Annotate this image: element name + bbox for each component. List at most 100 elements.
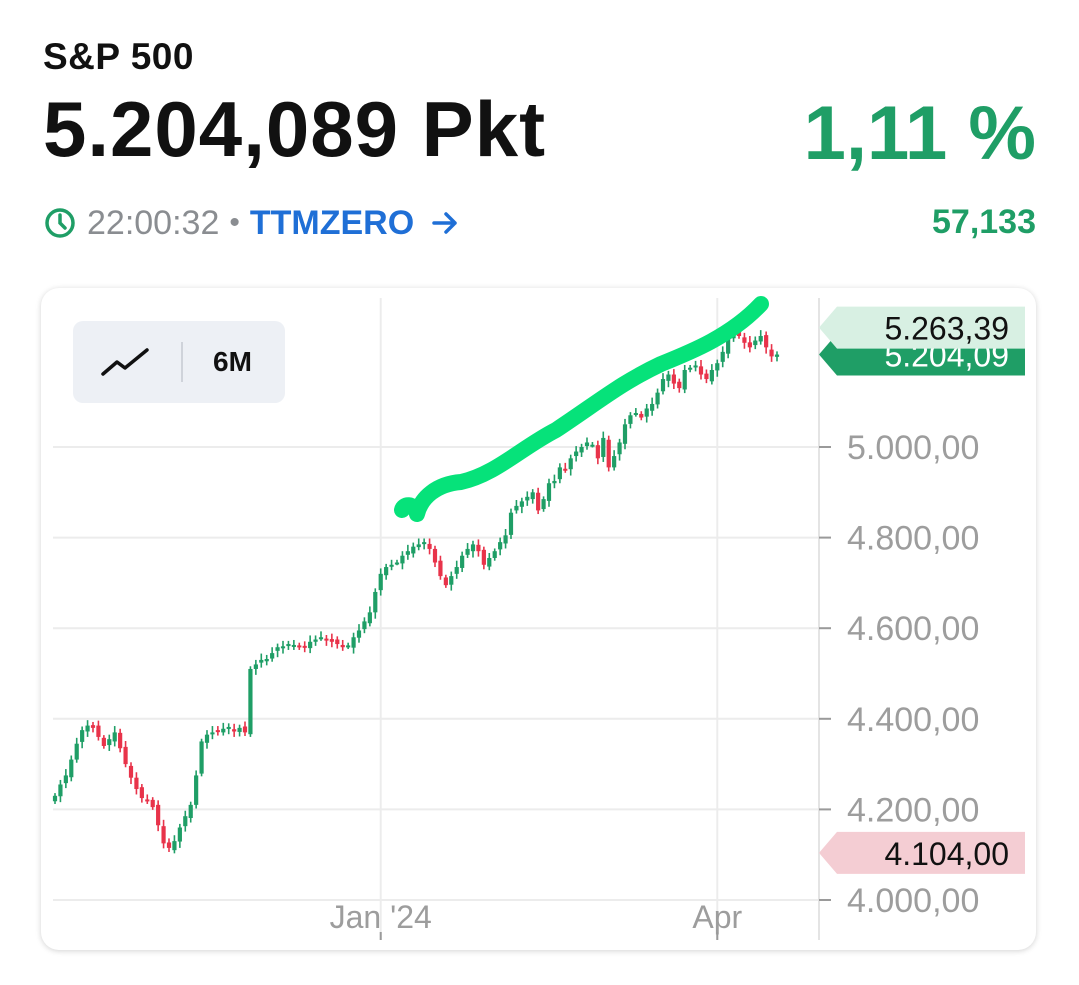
source-link[interactable]: TTMZERO — [250, 204, 460, 243]
candle-body — [226, 726, 231, 729]
candle-body — [465, 548, 470, 555]
candle-body — [503, 535, 508, 544]
candle-body — [753, 340, 758, 346]
candle-body — [476, 544, 481, 552]
candle-body — [579, 447, 584, 453]
candle-body — [394, 562, 400, 565]
candle-body — [351, 637, 356, 648]
x-tick-label: Apr — [692, 899, 742, 935]
candle-body — [134, 777, 139, 790]
candle-body — [715, 363, 720, 371]
candle-body — [63, 775, 68, 784]
candle-body — [356, 630, 362, 638]
candle-body — [280, 646, 286, 649]
candle-body — [313, 639, 318, 642]
clock-icon — [45, 208, 75, 238]
candle-body — [85, 725, 90, 732]
candle-body — [736, 331, 742, 337]
quote-time: 22:00:32 — [87, 203, 220, 242]
candle-body — [698, 366, 704, 375]
candle-body — [508, 512, 514, 535]
candle-body — [454, 567, 459, 574]
candle-body — [443, 577, 448, 586]
candle-body — [308, 641, 313, 649]
line-chart-icon[interactable] — [101, 342, 151, 382]
candle-body — [367, 612, 372, 624]
candle-body — [297, 645, 302, 648]
candle-body — [758, 336, 763, 342]
candle-body — [655, 392, 660, 405]
y-tick-label: 4.600,00 — [847, 610, 979, 648]
toolbar-divider — [181, 342, 183, 382]
candle-body — [487, 557, 492, 567]
candle-body — [259, 659, 264, 663]
candle-body — [373, 591, 378, 613]
candle-body — [118, 732, 123, 749]
candle-body — [720, 351, 725, 362]
candle-body — [601, 437, 606, 457]
candle-body — [378, 573, 383, 591]
candle-body — [161, 826, 166, 844]
candle-body — [449, 576, 454, 585]
candle-body — [400, 555, 405, 564]
highlight-stroke — [394, 296, 769, 522]
candle-body — [552, 480, 557, 484]
change-absolute: 57,133 — [932, 203, 1036, 241]
candle-body — [612, 456, 617, 468]
candle-body — [606, 439, 611, 468]
chart-card[interactable]: 4.000,00 4.200,00 4.400,00 4.600,00 4.800,00… — [41, 288, 1036, 950]
candle-body — [177, 827, 182, 842]
candle-body — [774, 354, 780, 357]
price-marker-label: 4.104,00 — [884, 836, 1009, 872]
candle-body — [166, 842, 172, 848]
candle-body — [270, 653, 275, 659]
candle-body — [519, 501, 524, 507]
candle-body — [248, 668, 253, 735]
candle-body — [568, 458, 573, 470]
candle-body — [726, 338, 731, 354]
source-label: TTMZERO — [249, 203, 415, 242]
candle-body — [340, 644, 345, 648]
change-percent: 1,11 % — [803, 91, 1036, 176]
candle-body — [210, 732, 215, 735]
candle-body — [574, 451, 579, 457]
candle-body — [530, 492, 535, 500]
candle-body — [769, 349, 774, 357]
candle-body — [346, 645, 351, 648]
candle-body — [58, 784, 63, 797]
candle-body — [242, 726, 248, 733]
candle-body — [156, 804, 161, 826]
candle-body — [492, 551, 497, 558]
price-chart[interactable]: 4.000,00 4.200,00 4.400,00 4.600,00 4.800,00… — [41, 288, 1036, 950]
chart-toolbar: 6M — [73, 321, 285, 403]
index-name: S&P 500 — [43, 36, 194, 77]
price-marker-label: 5.263,39 — [884, 311, 1009, 347]
candle-body — [69, 759, 74, 778]
candle-body — [194, 775, 199, 805]
candle-body — [275, 647, 280, 651]
candle-body — [514, 505, 519, 511]
candle-body — [145, 799, 150, 802]
candle-body — [709, 369, 714, 382]
y-tick-label: 5.000,00 — [847, 429, 979, 467]
candle-body — [595, 445, 600, 459]
candle-body — [52, 795, 58, 802]
candle-body — [150, 799, 155, 808]
candle-body — [172, 841, 177, 851]
candle-body — [362, 621, 367, 630]
range-6m-button[interactable]: 6M — [213, 346, 252, 377]
separator-dot: • — [229, 206, 240, 239]
candle-body — [747, 342, 752, 348]
current-price: 5.204,089 Pkt — [43, 85, 547, 173]
candle-body — [324, 638, 329, 641]
candle-body — [639, 413, 644, 418]
candle-body — [253, 664, 258, 669]
candle-body — [237, 727, 242, 732]
candle-body — [541, 499, 546, 510]
candle-body — [617, 442, 622, 455]
candle-body — [628, 415, 633, 424]
candle-body — [232, 729, 237, 732]
x-tick-label: Jan '24 — [330, 899, 432, 935]
y-tick-label: 4.400,00 — [847, 701, 979, 739]
candle-body — [546, 483, 552, 501]
